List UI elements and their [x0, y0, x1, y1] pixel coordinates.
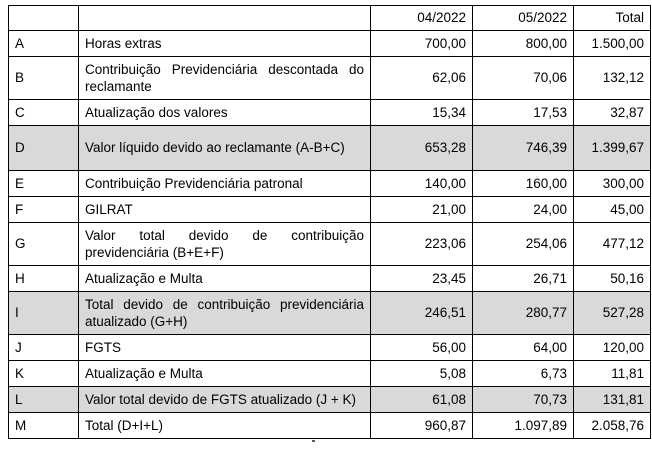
- table-row: H Atualização e Multa 23,45 26,71 50,16: [8, 265, 651, 292]
- row-value-total: 131,81: [573, 386, 651, 413]
- table-row: J FGTS 56,00 64,00 120,00: [8, 334, 651, 361]
- row-letter: F: [8, 196, 79, 223]
- table-row: G Valor total devido de contribuição pre…: [8, 222, 651, 266]
- row-value-05-2022: 1.097,89: [472, 412, 574, 439]
- table-header-row: 04/2022 05/2022 Total: [8, 5, 651, 31]
- row-value-04-2022: 246,51: [370, 291, 473, 335]
- row-value-total: 2.058,76: [573, 412, 651, 439]
- row-letter: A: [8, 30, 79, 57]
- table-row: I Total devido de contribuição previdenc…: [8, 291, 651, 335]
- row-value-total: 477,12: [573, 222, 651, 266]
- row-value-total: 527,28: [573, 291, 651, 335]
- row-letter: D: [8, 125, 79, 171]
- row-description: GILRAT: [78, 196, 371, 223]
- row-description: Atualização dos valores: [78, 99, 371, 126]
- row-description: Valor líquido devido ao reclamante (A-B+…: [78, 125, 371, 171]
- row-value-04-2022: 223,06: [370, 222, 473, 266]
- row-value-05-2022: 70,73: [472, 386, 574, 413]
- row-letter: M: [8, 412, 79, 439]
- row-letter: E: [8, 170, 79, 197]
- table-row: A Horas extras 700,00 800,00 1.500,00: [8, 30, 651, 57]
- table-row: M Total (D+I+L) 960,87 1.097,89 2.058,76: [8, 412, 651, 439]
- header-cell-description: [78, 5, 371, 31]
- header-cell-apr-2022: 04/2022: [370, 5, 473, 31]
- row-value-total: 32,87: [573, 99, 651, 126]
- row-description: Atualização e Multa: [78, 265, 371, 292]
- row-value-total: 11,81: [573, 360, 651, 387]
- row-value-04-2022: 5,08: [370, 360, 473, 387]
- row-value-total: 120,00: [573, 334, 651, 361]
- row-value-04-2022: 653,28: [370, 125, 473, 171]
- row-letter: H: [8, 265, 79, 292]
- row-description: Total (D+I+L): [78, 412, 371, 439]
- row-value-05-2022: 254,06: [472, 222, 574, 266]
- row-value-04-2022: 15,34: [370, 99, 473, 126]
- row-description: Total devido de contribuição previdenciá…: [78, 291, 371, 335]
- row-value-05-2022: 746,39: [472, 125, 574, 171]
- row-letter: J: [8, 334, 79, 361]
- row-value-05-2022: 800,00: [472, 30, 574, 57]
- row-letter: K: [8, 360, 79, 387]
- table-body: A Horas extras 700,00 800,00 1.500,00 B …: [8, 30, 651, 439]
- row-value-04-2022: 960,87: [370, 412, 473, 439]
- row-value-04-2022: 56,00: [370, 334, 473, 361]
- row-value-05-2022: 6,73: [472, 360, 574, 387]
- row-letter: G: [8, 222, 79, 266]
- header-cell-may-2022: 05/2022: [472, 5, 574, 31]
- stray-dot: [312, 440, 315, 442]
- row-value-total: 45,00: [573, 196, 651, 223]
- row-value-05-2022: 26,71: [472, 265, 574, 292]
- row-value-05-2022: 280,77: [472, 291, 574, 335]
- table-row: E Contribuição Previdenciária patronal 1…: [8, 170, 651, 197]
- row-value-04-2022: 140,00: [370, 170, 473, 197]
- table-row: C Atualização dos valores 15,34 17,53 32…: [8, 99, 651, 126]
- row-value-05-2022: 64,00: [472, 334, 574, 361]
- row-value-total: 1.500,00: [573, 30, 651, 57]
- row-value-04-2022: 23,45: [370, 265, 473, 292]
- row-letter: I: [8, 291, 79, 335]
- row-description: Valor total devido de contribuição previ…: [78, 222, 371, 266]
- header-cell-total: Total: [573, 5, 651, 31]
- row-value-04-2022: 61,08: [370, 386, 473, 413]
- table-row: D Valor líquido devido ao reclamante (A-…: [8, 125, 651, 171]
- header-cell-letter: [8, 5, 79, 31]
- row-value-total: 132,12: [573, 56, 651, 100]
- row-description: FGTS: [78, 334, 371, 361]
- row-value-04-2022: 21,00: [370, 196, 473, 223]
- row-value-04-2022: 62,06: [370, 56, 473, 100]
- table-row: K Atualização e Multa 5,08 6,73 11,81: [8, 360, 651, 387]
- table-row: L Valor total devido de FGTS atualizado …: [8, 386, 651, 413]
- row-description: Contribuição Previdenciária patronal: [78, 170, 371, 197]
- row-value-total: 300,00: [573, 170, 651, 197]
- row-value-05-2022: 24,00: [472, 196, 574, 223]
- table-row: F GILRAT 21,00 24,00 45,00: [8, 196, 651, 223]
- row-description: Contribuição Previdenciária descontada d…: [78, 56, 371, 100]
- row-value-total: 50,16: [573, 265, 651, 292]
- row-value-05-2022: 160,00: [472, 170, 574, 197]
- calculation-table: 04/2022 05/2022 Total A Horas extras 700…: [8, 5, 651, 439]
- row-value-05-2022: 17,53: [472, 99, 574, 126]
- row-letter: C: [8, 99, 79, 126]
- row-value-04-2022: 700,00: [370, 30, 473, 57]
- row-description: Horas extras: [78, 30, 371, 57]
- row-value-total: 1.399,67: [573, 125, 651, 171]
- table-row: B Contribuição Previdenciária descontada…: [8, 56, 651, 100]
- row-letter: L: [8, 386, 79, 413]
- row-description: Valor total devido de FGTS atualizado (J…: [78, 386, 371, 413]
- row-description: Atualização e Multa: [78, 360, 371, 387]
- row-letter: B: [8, 56, 79, 100]
- row-value-05-2022: 70,06: [472, 56, 574, 100]
